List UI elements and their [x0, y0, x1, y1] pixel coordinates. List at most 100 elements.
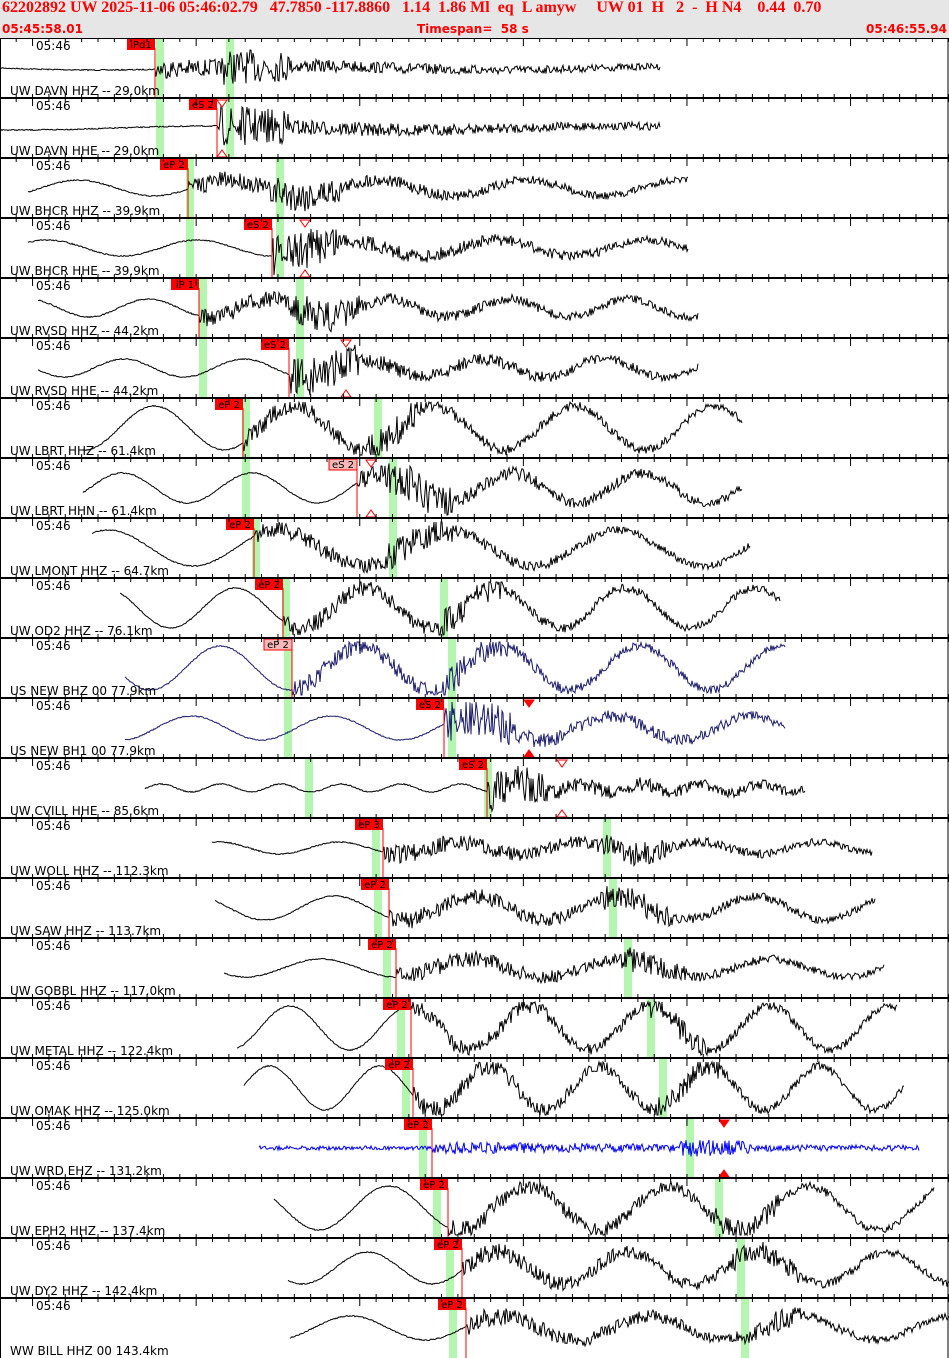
- trace-row[interactable]: eP 2 05:46 US NEW BHZ 00 77.9km: [0, 634, 949, 698]
- pick-flag[interactable]: [255, 579, 283, 590]
- theoretical-arrival-band: [372, 819, 380, 878]
- pick-flag[interactable]: [404, 1119, 432, 1130]
- waveform: [223, 947, 885, 985]
- waveform: [119, 581, 781, 636]
- pick-label: iPd1: [130, 40, 152, 51]
- pick-label: eP 2: [388, 1060, 410, 1071]
- pick-label: eP 2: [267, 640, 289, 651]
- trace-row[interactable]: eS 2 05:46 US NEW BH1 00 77.9km: [0, 694, 949, 758]
- pick-flag[interactable]: [459, 759, 487, 770]
- pick-label: eP 2: [386, 1000, 408, 1011]
- trace-row[interactable]: eP 2 05:46 UW OMAK HHZ -- 125.0km: [0, 1054, 949, 1118]
- pick-flag[interactable]: [361, 879, 389, 890]
- trace-row[interactable]: eP 2 05:46 UW OD2 HHZ -- 76.1km: [0, 574, 949, 638]
- theoretical-arrival-band: [624, 939, 632, 998]
- pick-flag[interactable]: [434, 1239, 462, 1250]
- trace-row[interactable]: eS 2 05:46 UW BHCR HHE -- 39.9km: [0, 214, 949, 278]
- time-tick-label: 05:46: [36, 159, 71, 173]
- pick-flag[interactable]: [244, 219, 272, 230]
- pick-label: eP 2: [407, 1120, 429, 1131]
- pick-label: eS 2: [462, 760, 484, 771]
- pick-flag[interactable]: [226, 519, 254, 530]
- waveform: [258, 1139, 920, 1157]
- trace-row[interactable]: eP 2 05:46 UW SAW HHZ -- 113.7km: [0, 874, 949, 938]
- theoretical-arrival-band: [156, 39, 164, 98]
- station-label: UW EPH2 HHZ -- 137.4km: [10, 1224, 165, 1238]
- theoretical-arrival-band: [446, 1239, 454, 1298]
- trace-row[interactable]: eP 2 05:46 UW BHCR HHZ -- 39.9km: [0, 154, 949, 218]
- theoretical-arrival-band: [156, 99, 164, 158]
- theoretical-arrival-band: [389, 459, 397, 518]
- theoretical-arrival-band: [282, 579, 290, 638]
- time-tick-label: 05:46: [36, 819, 71, 833]
- pick-label: eP 3: [358, 820, 380, 831]
- trace-row[interactable]: eS 2 05:46 UW DAVN HHE -- 29.0km: [0, 94, 949, 158]
- theoretical-arrival-band: [242, 399, 250, 458]
- trace-row[interactable]: eP 2 05:46 UW WRD EHZ -- 131.2km: [0, 1114, 949, 1178]
- waveform: [27, 171, 689, 212]
- amplitude-marker-top-icon: [365, 459, 377, 468]
- time-tick-label: 05:46: [36, 219, 71, 233]
- pick-label: eP 2: [163, 160, 185, 171]
- pick-flag[interactable]: [171, 279, 199, 290]
- theoretical-arrival-band: [186, 159, 194, 218]
- pick-flag[interactable]: [368, 939, 396, 950]
- pick-flag[interactable]: [385, 1059, 413, 1070]
- trace-row[interactable]: eS 2 05:46 UW CVILL HHE -- 85.6km: [0, 754, 949, 818]
- pick-label: eP 2: [437, 1240, 459, 1251]
- waveform: [237, 1000, 898, 1057]
- trace-row[interactable]: eP 2 05:46 UW LBRT HHZ -- 61.4km: [0, 394, 949, 458]
- time-tick-label: 05:46: [36, 1239, 71, 1253]
- pick-label: eP 2: [423, 1180, 445, 1191]
- pick-flag[interactable]: [383, 999, 411, 1010]
- pick-label: eP 2: [441, 1300, 463, 1311]
- pick-flag[interactable]: [160, 159, 188, 170]
- time-tick-label: 05:46: [36, 1059, 71, 1073]
- pick-flag[interactable]: [420, 1179, 448, 1190]
- station-label: UW LBRT HHZ -- 61.4km: [10, 444, 156, 458]
- pick-flag[interactable]: [261, 339, 289, 350]
- pick-label: iP 1: [176, 280, 194, 291]
- waveform: [0, 49, 661, 85]
- station-label: US NEW BHZ 00 77.9km: [10, 684, 156, 698]
- trace-row[interactable]: eP 2 05:46 UW DY2 HHZ -- 142.4km: [0, 1234, 949, 1298]
- trace-row[interactable]: eP 2 05:46 UW GOBBL HHZ -- 117.0km: [0, 934, 949, 998]
- trace-row[interactable]: eP 2 05:46 WW BILL HHZ 00 143.4km: [0, 1294, 949, 1358]
- waveform: [243, 1060, 905, 1117]
- pick-flag[interactable]: [416, 699, 444, 710]
- trace-row[interactable]: eS 2 05:46 UW RVSD HHE -- 44.2km: [0, 334, 949, 398]
- time-tick-label: 05:46: [36, 939, 71, 953]
- start-time: 05:45:58.01: [2, 22, 83, 36]
- theoretical-arrival-band: [186, 219, 194, 278]
- station-label: UW BHCR HHZ -- 39.9km: [10, 204, 160, 218]
- theoretical-arrival-band: [305, 759, 313, 818]
- amplitude-marker-bottom-icon: [299, 269, 311, 278]
- station-label: UW LBRT HHN -- 61.4km: [10, 504, 157, 518]
- trace-row[interactable]: iPd1 05:46 UW DAVN HHZ -- 29.0km: [0, 38, 949, 98]
- theoretical-arrival-band: [276, 159, 284, 218]
- time-tick-label: 05:46: [36, 339, 71, 353]
- theoretical-arrival-band: [737, 1239, 745, 1298]
- amplitude-marker-top-icon: [340, 339, 352, 348]
- trace-row[interactable]: eP 2 05:46 UW LMONT HHZ -- 64.7km: [0, 514, 949, 578]
- theoretical-arrival-band: [397, 999, 405, 1058]
- pick-flag[interactable]: [127, 39, 155, 50]
- trace-row[interactable]: eS 2 05:46 UW LBRT HHN -- 61.4km: [0, 454, 949, 518]
- trace-row[interactable]: eP 3 05:46 UW WOLL HHZ -- 112.3km: [0, 814, 949, 878]
- trace-row[interactable]: eP 2 05:46 UW EPH2 HHZ -- 137.4km: [0, 1174, 949, 1238]
- time-tick-label: 05:46: [36, 39, 71, 53]
- waveform: [214, 886, 876, 929]
- theoretical-arrival-band: [284, 699, 292, 758]
- waveform: [287, 1241, 949, 1292]
- pick-flag[interactable]: [189, 99, 217, 110]
- trace-row[interactable]: eP 2 05:46 UW METAL HHZ -- 122.4km: [0, 994, 949, 1058]
- theoretical-arrival-band: [741, 1299, 749, 1358]
- pick-flag[interactable]: [215, 399, 243, 410]
- amplitude-marker-top-icon: [216, 99, 228, 108]
- amplitude-marker-top-icon: [556, 759, 568, 768]
- trace-row[interactable]: iP 1 05:46 UW RVSD HHZ -- 44.2km: [0, 274, 949, 338]
- theoretical-arrival-band: [296, 279, 304, 338]
- pick-flag[interactable]: [438, 1299, 466, 1310]
- pick-flag[interactable]: [355, 819, 383, 830]
